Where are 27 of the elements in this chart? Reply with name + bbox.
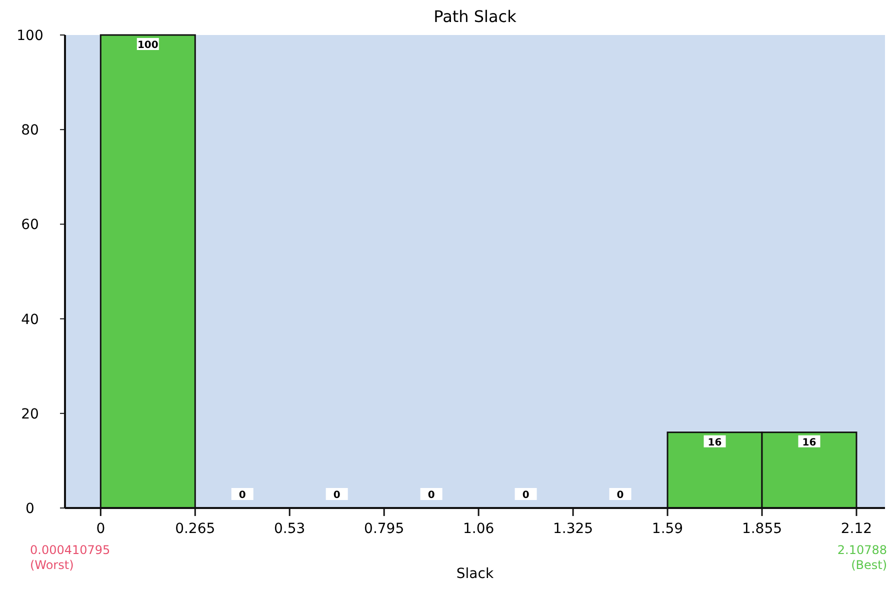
x-tick-label: 0.265 xyxy=(175,521,216,537)
x-tick-label: 1.59 xyxy=(652,521,684,537)
y-tick-label: 0 xyxy=(26,501,34,517)
y-tick-label: 100 xyxy=(16,28,44,44)
chart-title: Path Slack xyxy=(434,7,518,26)
data-label: 0 xyxy=(616,490,624,501)
data-label: 100 xyxy=(137,40,158,51)
x-axis-title: Slack xyxy=(456,566,494,582)
data-label: 0 xyxy=(333,490,340,501)
y-tick-label: 80 xyxy=(21,122,39,139)
x-tick-label: 1.06 xyxy=(462,521,494,537)
x-tick-label: 0.795 xyxy=(364,521,404,537)
data-label: 16 xyxy=(708,437,722,448)
x-tick-label: 1.325 xyxy=(552,521,594,537)
text: 2.10788 (Best) xyxy=(837,543,887,572)
data-label: 16 xyxy=(802,437,816,448)
text: 0.000410795 (Worst) xyxy=(30,543,110,572)
x-tick-label: 2.12 xyxy=(840,521,872,537)
data-label: 0 xyxy=(428,490,435,501)
x-tick-label: 0 xyxy=(96,521,106,537)
data-label: 0 xyxy=(238,490,246,501)
x-tick-label: 0.53 xyxy=(274,521,306,537)
y-tick-label: 20 xyxy=(21,406,39,422)
x-tick-label: 1.855 xyxy=(742,521,782,537)
data-label: 0 xyxy=(522,490,530,501)
y-tick-label: 60 xyxy=(21,217,39,234)
y-tick-label: 40 xyxy=(21,312,39,328)
